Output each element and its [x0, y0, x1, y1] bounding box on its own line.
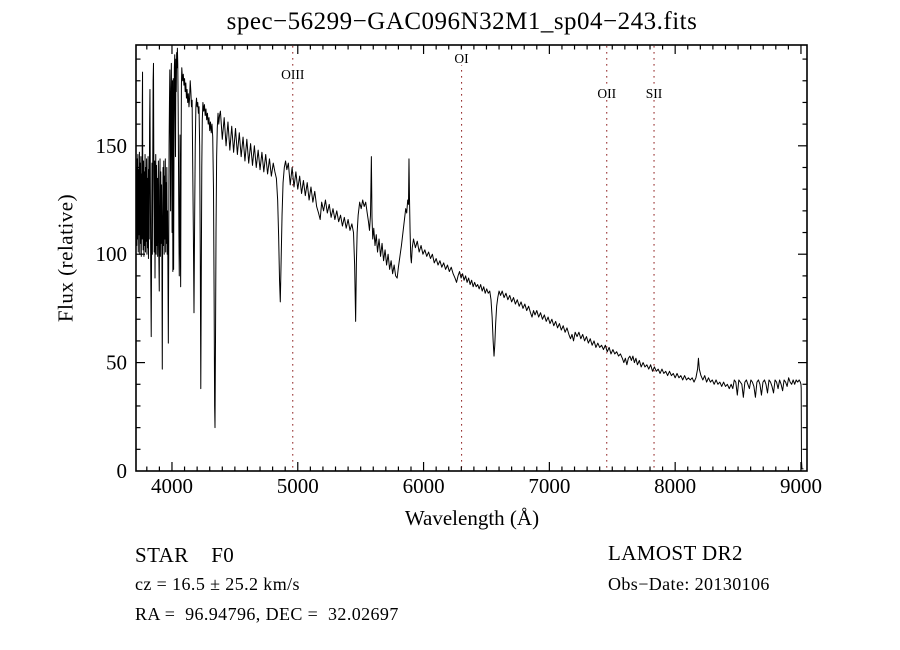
spectrum-path: [135, 47, 804, 470]
ra-dec-text: RA = 96.94796, DEC = 32.02697: [135, 604, 399, 624]
spectral-marker-label-bg: [274, 68, 312, 81]
x-axis-label: Wavelength (Å): [404, 506, 540, 530]
spectral-marker-label-bg: [451, 52, 472, 65]
y-tick-label: 100: [96, 242, 128, 266]
cz-velocity-text: cz = 16.5 ± 25.2 km/s: [135, 574, 300, 594]
spectral-marker-label-bg: [639, 87, 669, 100]
y-tick-label: 0: [117, 459, 128, 483]
plot-title: spec−56299−GAC096N32M1_sp04−243.fits: [226, 8, 698, 35]
spectral-marker-label-oiii: OIII: [281, 67, 305, 82]
y-tick-label: 50: [106, 351, 127, 375]
object-class-text: STAR F0: [135, 543, 235, 567]
x-tick-label: 4000: [151, 474, 193, 498]
y-tick-label: 150: [96, 134, 128, 158]
x-tick-label: 7000: [528, 474, 570, 498]
plot-frame: [135, 44, 808, 472]
spectral-marker-label-oii: OII: [597, 86, 616, 101]
x-tick-label: 9000: [780, 474, 822, 498]
spectral-marker-label-bg: [592, 87, 621, 100]
obs-date-text: Obs−Date: 20130106: [608, 574, 770, 594]
y-axis-label: Flux (relative): [53, 193, 78, 323]
spectral-marker-label-sii: SII: [646, 86, 663, 101]
x-tick-label: 5000: [277, 474, 319, 498]
x-tick-label: 8000: [654, 474, 696, 498]
x-tick-label: 6000: [403, 474, 445, 498]
survey-release-text: LAMOST DR2: [608, 541, 743, 565]
spectral-marker-label-oi: OI: [454, 51, 469, 66]
